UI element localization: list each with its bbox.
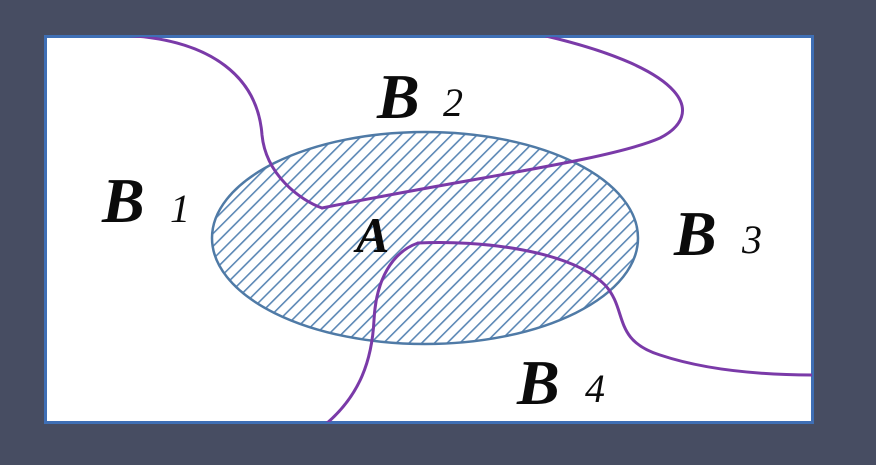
svg-text:2: 2: [443, 80, 463, 125]
svg-text:3: 3: [741, 217, 762, 262]
partition-label-b3: B 3: [673, 198, 762, 269]
svg-text:B: B: [101, 165, 145, 236]
svg-text:B: B: [673, 198, 717, 269]
partition-label-b2: B 2: [376, 61, 463, 132]
svg-text:4: 4: [585, 366, 605, 411]
event-a-label: A: [353, 207, 389, 263]
partition-line-b1-b4: [325, 241, 420, 422]
svg-text:1: 1: [170, 186, 190, 231]
partition-label-b4: B 4: [516, 347, 605, 418]
partition-line-b2-b3: [320, 37, 684, 210]
svg-text:B: B: [516, 347, 560, 418]
partition-line-b3-b4: [416, 241, 812, 377]
partition-line-b1-b2: [126, 37, 324, 210]
event-a-ellipse: [210, 130, 640, 346]
partition-label-b1: B 1: [101, 165, 190, 236]
svg-text:B: B: [376, 61, 420, 132]
